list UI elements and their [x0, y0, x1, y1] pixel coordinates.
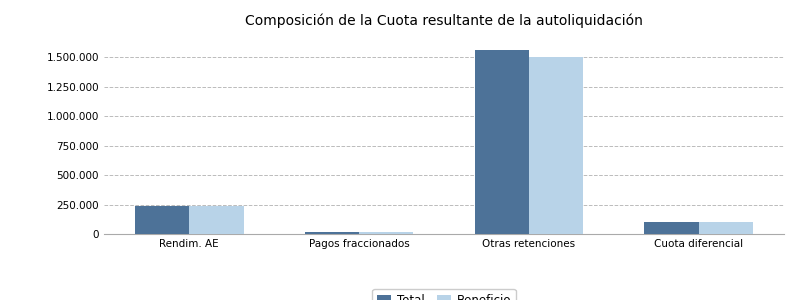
Title: Composición de la Cuota resultante de la autoliquidación: Composición de la Cuota resultante de la…	[245, 14, 643, 28]
Bar	[529, 57, 583, 234]
Bar	[359, 232, 414, 234]
Bar	[644, 222, 698, 234]
Bar	[474, 50, 529, 234]
Bar	[698, 222, 753, 234]
Bar	[190, 206, 244, 234]
Bar	[135, 206, 190, 234]
Legend: Total, Beneficio: Total, Beneficio	[372, 289, 516, 300]
Bar	[305, 232, 359, 234]
